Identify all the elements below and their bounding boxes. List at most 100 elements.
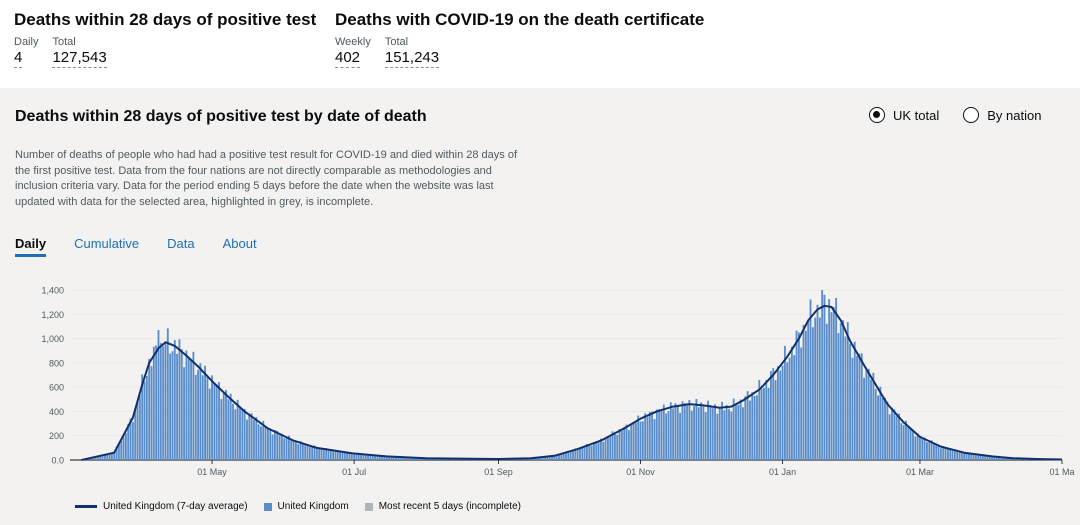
daily-bar [853,341,856,460]
daily-bar [723,410,726,460]
daily-bar [220,399,223,460]
legend-item-incomplete[interactable]: Most recent 5 days (incomplete) [364,501,521,512]
daily-bar [409,457,411,460]
daily-bar [870,379,872,460]
daily-bar [155,345,158,460]
daily-bar [276,430,279,460]
daily-bar [152,346,155,460]
daily-bar [625,424,628,460]
daily-bar [253,420,255,460]
daily-bar [765,380,768,460]
daily-bar [725,405,728,460]
legend-item-average[interactable]: United Kingdom (7-day average) [75,501,248,512]
daily-bar [586,443,588,460]
daily-bar [297,444,300,460]
daily-bar [185,350,188,460]
daily-bar [835,297,838,460]
legend-incomplete-swatch [364,502,373,511]
y-tick-label: 1,200 [41,310,64,320]
daily-bar [157,330,160,460]
metric-value[interactable]: 4 [14,49,23,68]
radio-by-nation[interactable]: By nation [963,107,1041,123]
daily-bar [313,445,316,460]
daily-bar [679,412,682,460]
metric-value[interactable]: 402 [335,49,361,68]
daily-bar [583,447,586,460]
daily-bar [916,433,919,460]
radio-checked-icon[interactable] [869,107,885,123]
daily-bar [97,456,99,460]
daily-bar [909,427,912,460]
daily-bar [246,419,248,460]
metric-total[interactable]: Total 127,543 [52,36,107,68]
daily-bar [944,447,947,460]
daily-bar [965,453,968,460]
daily-bar [912,430,914,460]
daily-bar [637,415,640,460]
daily-bar [134,408,137,460]
daily-bar [644,413,647,460]
daily-bar [769,371,772,460]
daily-deaths-chart: 0.0 200 400 600 800 1,000 1,200 1,400 01 May 01 J… [41,286,1074,478]
daily-bar [881,397,884,460]
daily-bar [776,366,779,460]
daily-bar [634,422,637,460]
daily-bar [837,333,840,460]
daily-bar [907,427,910,460]
daily-bar [579,448,581,460]
legend-item-uk[interactable]: United Kingdom [263,501,349,512]
radio-unchecked-icon[interactable] [963,107,980,123]
daily-bar [227,399,230,460]
daily-bar [327,449,330,460]
daily-bar [94,457,97,460]
radio-uk-total[interactable]: UK total [869,107,939,123]
daily-bar [984,455,987,460]
y-tick-label: 400 [49,407,64,417]
tab-data[interactable]: Data [167,236,195,251]
daily-bar [383,455,386,460]
daily-bar [960,451,963,460]
daily-bar [397,456,400,460]
metric-weekly[interactable]: Weekly 402 [335,36,371,68]
metric-value[interactable]: 151,243 [384,49,440,68]
daily-bar [865,368,868,460]
tab-daily[interactable]: Daily [15,236,47,257]
daily-bar [935,444,938,460]
metric-total[interactable]: Total 151,243 [384,36,440,68]
daily-bar [779,370,782,460]
daily-bar [921,438,924,460]
daily-bar [681,401,684,460]
daily-bar [653,419,656,460]
daily-bar [183,367,186,460]
daily-bar [404,457,407,460]
daily-bar [378,455,381,460]
metric-daily[interactable]: Daily 4 [14,36,38,68]
legend-label: United Kingdom (7-day average) [103,501,248,512]
daily-bar [574,448,577,460]
daily-bar [686,405,689,460]
daily-bar [294,441,297,460]
daily-bar [255,417,258,460]
daily-bar [821,290,824,460]
daily-bar [721,401,723,460]
daily-bar [763,387,765,460]
daily-bar [595,443,598,460]
daily-bar [597,440,600,460]
tab-about[interactable]: About [222,236,257,251]
daily-bar [606,436,609,460]
daily-bar [811,327,814,460]
daily-bar [171,351,174,460]
daily-bar [599,438,602,460]
daily-bar [914,436,917,460]
tab-cumulative[interactable]: Cumulative [74,236,140,251]
daily-bar [178,339,181,460]
daily-bar [232,403,234,460]
daily-bar [206,377,209,460]
metric-value[interactable]: 127,543 [52,49,107,68]
daily-bar [942,445,945,460]
daily-bar [136,402,139,460]
daily-bar [623,426,626,460]
daily-bar [714,404,716,460]
daily-bar [283,438,286,460]
daily-bar [800,347,803,460]
